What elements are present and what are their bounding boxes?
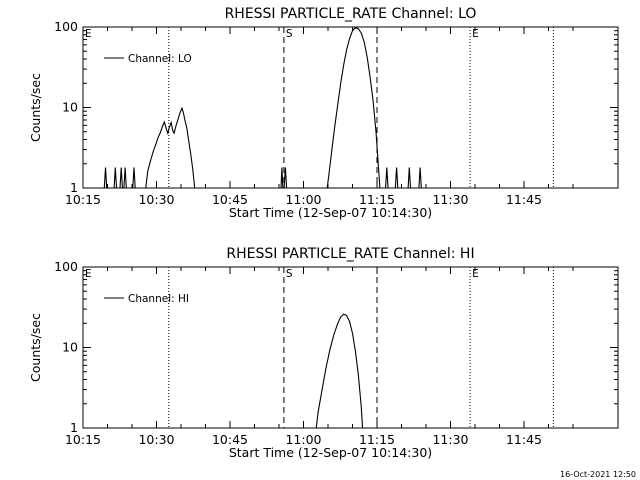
plot-frame (82, 266, 619, 429)
x-tick-label: 11:00 (285, 432, 321, 447)
x-tick-label: 10:15 (65, 432, 101, 447)
x-tick-label: 11:45 (506, 192, 542, 207)
chart-title: RHESSI PARTICLE_RATE Channel: LO (225, 6, 477, 22)
y-tick-label: 100 (54, 259, 78, 274)
series-line (385, 167, 389, 188)
x-axis-label: Start Time (12-Sep-07 10:14:30) (229, 205, 432, 220)
series-line (113, 167, 118, 188)
x-tick-label: 10:30 (138, 432, 174, 447)
x-tick-label: 10:15 (65, 192, 101, 207)
series-line (280, 167, 288, 188)
x-tick-label: 11:30 (432, 192, 468, 207)
x-tick-label: 11:15 (359, 432, 395, 447)
series-line (103, 167, 108, 188)
series-line (407, 167, 412, 188)
x-tick-label: 11:45 (506, 432, 542, 447)
plot-frame (82, 26, 619, 189)
marker-label: E (85, 268, 92, 280)
y-tick-label: 100 (54, 19, 78, 34)
x-axis-label: Start Time (12-Sep-07 10:14:30) (229, 445, 432, 460)
marker-label: E (472, 28, 479, 40)
series-1 (315, 313, 364, 428)
x-tick-label: 11:00 (285, 192, 321, 207)
x-tick-label: 10:45 (212, 432, 248, 447)
chart-panel-2: RHESSI PARTICLE_RATE Channel: HI 1 10 100 10… (28, 246, 619, 460)
x-tick-label: 11:30 (432, 432, 468, 447)
y-axis-label: Counts/sec (28, 73, 43, 142)
series-line (119, 167, 127, 188)
series-line (145, 106, 196, 188)
series-1 (103, 27, 422, 188)
y-tick-label: 1 (70, 180, 78, 195)
marker-label: E (85, 28, 92, 40)
x-tick-label: 10:30 (138, 192, 174, 207)
x-tick-label: 11:15 (359, 192, 395, 207)
series-line (326, 27, 381, 188)
y-tick-label: 10 (62, 100, 78, 115)
y-axis-label: Counts/sec (28, 313, 43, 382)
legend-label: Channel: LO (128, 53, 192, 65)
chart-title: RHESSI PARTICLE_RATE Channel: HI (226, 246, 474, 262)
footer-timestamp: 16-Oct-2021 12:50 (560, 470, 636, 479)
legend-label: Channel: HI (128, 293, 189, 305)
marker-label: S (286, 28, 293, 40)
series-line (418, 167, 422, 188)
y-tick-label: 10 (62, 340, 78, 355)
series-line (132, 167, 136, 188)
x-tick-label: 10:45 (212, 192, 248, 207)
chart-panel-1: RHESSI PARTICLE_RATE Channel: LO 1 10 100 10… (28, 6, 619, 220)
series-line (315, 313, 364, 428)
marker-label: E (472, 268, 479, 280)
y-tick-label: 1 (70, 420, 78, 435)
marker-label: S (286, 268, 293, 280)
series-line (394, 167, 399, 188)
